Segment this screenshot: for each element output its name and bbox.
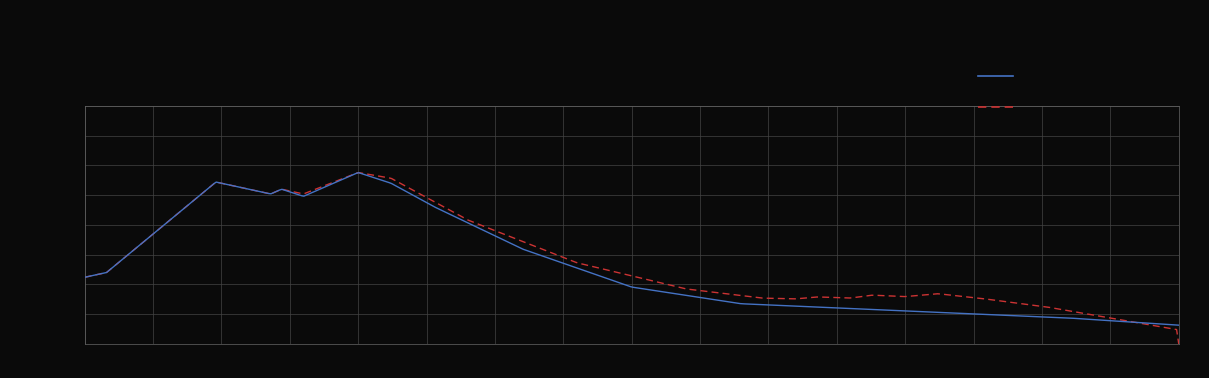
Legend: , : , (978, 70, 1024, 115)
